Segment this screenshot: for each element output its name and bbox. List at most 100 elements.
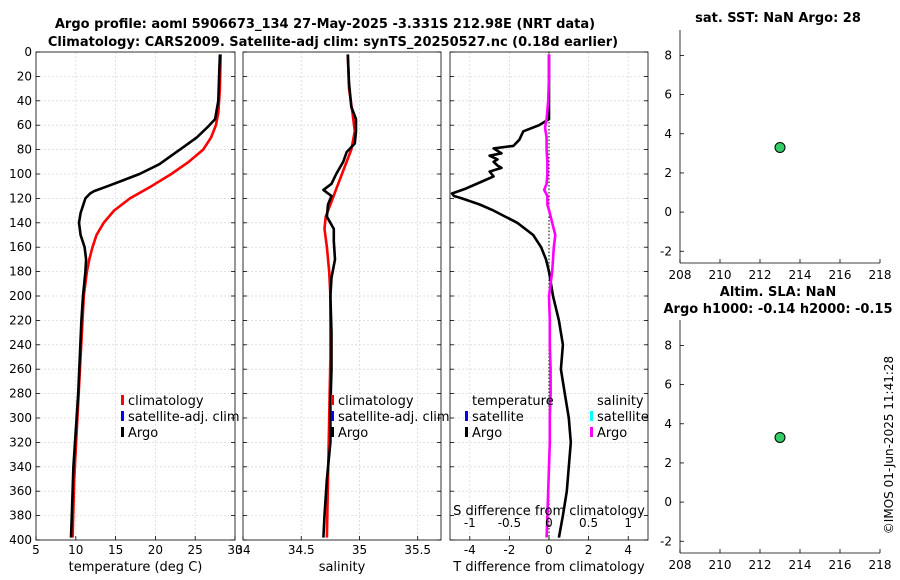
- x-tick-label: 210: [709, 268, 732, 282]
- depth-tick-label: 380: [9, 509, 32, 523]
- sst_panel: -2 0 2 4 6 8 208 210 212 214 216 218: [660, 30, 891, 282]
- legend-swatch: [331, 411, 334, 421]
- y-tick-label: 2: [664, 166, 672, 180]
- header-line-2: Climatology: CARS2009. Satellite-adj cli…: [48, 35, 618, 50]
- depth-tick-label: 400: [9, 533, 32, 547]
- temperature-climatology-line: [71, 54, 222, 538]
- x-tick-label: 35.5: [404, 543, 431, 557]
- y-tick-label: 8: [664, 338, 672, 352]
- y-tick-label: 6: [664, 378, 672, 392]
- legend-label: satellite: [597, 410, 649, 425]
- s-diff-tick-label: 0: [545, 516, 553, 530]
- legend-swatch: [121, 395, 124, 405]
- depth-tick-label: 160: [9, 240, 32, 254]
- y-tick-label: -2: [660, 534, 672, 548]
- salinity-argo-line: [322, 54, 358, 538]
- s-diff-axis-label: S difference from climatology: [453, 504, 645, 519]
- s-diff-tick-label: -1: [464, 516, 476, 530]
- data-point-marker: [774, 141, 786, 153]
- legend-label: satellite-adj. clim: [338, 410, 450, 425]
- legend-label: Argo: [597, 426, 627, 441]
- salinity-panel: 34 34.5 35 35.5 salinity climatologysatellite…: [235, 51, 450, 575]
- x-tick-label: -2: [503, 543, 515, 557]
- x-tick-label: 15: [108, 543, 123, 557]
- y-tick-label: 4: [664, 417, 672, 431]
- x-tick-label: 212: [749, 558, 772, 572]
- x-tick-label: -4: [464, 543, 476, 557]
- s-diff-tick-label: 1: [624, 516, 632, 530]
- legend-label: salinity: [597, 394, 644, 409]
- x-tick-label: 208: [669, 268, 692, 282]
- legend-label: Argo: [472, 426, 502, 441]
- x-tick-label: 218: [869, 558, 892, 572]
- y-tick-label: -2: [660, 244, 672, 258]
- x-tick-label: 34.5: [288, 543, 315, 557]
- sla_panel: -2 0 2 4 6 8 208 210 212 214 216 218: [660, 320, 891, 572]
- y-tick-label: 6: [664, 88, 672, 102]
- legend-swatch: [590, 427, 593, 437]
- x-tick-label: 34: [235, 543, 250, 557]
- x-tick-label: 214: [789, 558, 812, 572]
- depth-tick-label: 120: [9, 191, 32, 205]
- legend-swatch: [590, 411, 593, 421]
- header-line-1: Argo profile: aoml 5906673_134 27-May-20…: [55, 17, 595, 32]
- depth-tick-label: 20: [17, 69, 32, 83]
- depth-tick-label: 100: [9, 167, 32, 181]
- temperature-argo-line: [69, 54, 222, 538]
- data-point-marker: [774, 431, 786, 443]
- imos-timestamp-label: ©IMOS 01-Jun-2025 11:41:28: [882, 356, 896, 534]
- depth-tick-label: 80: [17, 143, 32, 157]
- x-tick-label: 10: [68, 543, 83, 557]
- difference-temperature-argo-line: [450, 54, 573, 538]
- legend-swatch: [331, 427, 334, 437]
- salinity-x-axis-label: salinity: [319, 560, 366, 575]
- depth-tick-label: 40: [17, 94, 32, 108]
- depth-tick-label: 220: [9, 313, 32, 327]
- legend-label: climatology: [128, 394, 204, 409]
- x-tick-label: 35: [352, 543, 367, 557]
- x-tick-label: 20: [148, 543, 163, 557]
- x-tick-label: 208: [669, 558, 692, 572]
- x-tick-label: 2: [585, 543, 593, 557]
- temperature-panel: 0 20 40 60 80 100 120 140 160 180 200 220 240 260 280 3…: [9, 45, 243, 575]
- y-tick-label: 4: [664, 127, 672, 141]
- legend-swatch: [121, 427, 124, 437]
- legend-swatch: [331, 395, 334, 405]
- s-diff-tick-label: 0.5: [579, 516, 598, 530]
- x-tick-label: 212: [749, 268, 772, 282]
- legend-label: temperature: [472, 394, 554, 409]
- depth-tick-label: 340: [9, 460, 32, 474]
- depth-tick-label: 300: [9, 411, 32, 425]
- legend-swatch: [465, 427, 468, 437]
- x-tick-label: 4: [624, 543, 632, 557]
- depth-tick-label: 60: [17, 118, 32, 132]
- s-diff-tick-label: -0.5: [498, 516, 521, 530]
- legend-swatch: [121, 411, 124, 421]
- depth-tick-label: 360: [9, 484, 32, 498]
- depth-tick-label: 140: [9, 216, 32, 230]
- depth-tick-label: 260: [9, 362, 32, 376]
- depth-tick-label: 0: [24, 45, 32, 59]
- legend-label: Argo: [338, 426, 368, 441]
- x-tick-label: 216: [829, 268, 852, 282]
- depth-tick-label: 180: [9, 265, 32, 279]
- x-tick-label: 216: [829, 558, 852, 572]
- legend-label: satellite: [472, 410, 524, 425]
- y-tick-label: 8: [664, 48, 672, 62]
- x-tick-label: 210: [709, 558, 732, 572]
- x-tick-label: 25: [188, 543, 203, 557]
- sst-panel-title: sat. SST: NaN Argo: 28: [695, 11, 861, 26]
- difference-salinity-argo-line: [542, 54, 557, 538]
- y-tick-label: 0: [664, 495, 672, 509]
- difference-x-axis-label: T difference from climatology: [452, 560, 645, 575]
- depth-tick-label: 240: [9, 338, 32, 352]
- x-tick-label: 0: [545, 543, 553, 557]
- x-tick-label: 214: [789, 268, 812, 282]
- legend-label: satellite-adj. clim: [128, 410, 240, 425]
- y-tick-label: 0: [664, 205, 672, 219]
- depth-tick-label: 280: [9, 387, 32, 401]
- legend-label: climatology: [338, 394, 414, 409]
- legend-label: Argo: [128, 426, 158, 441]
- temperature-x-axis-label: temperature (deg C): [69, 560, 203, 575]
